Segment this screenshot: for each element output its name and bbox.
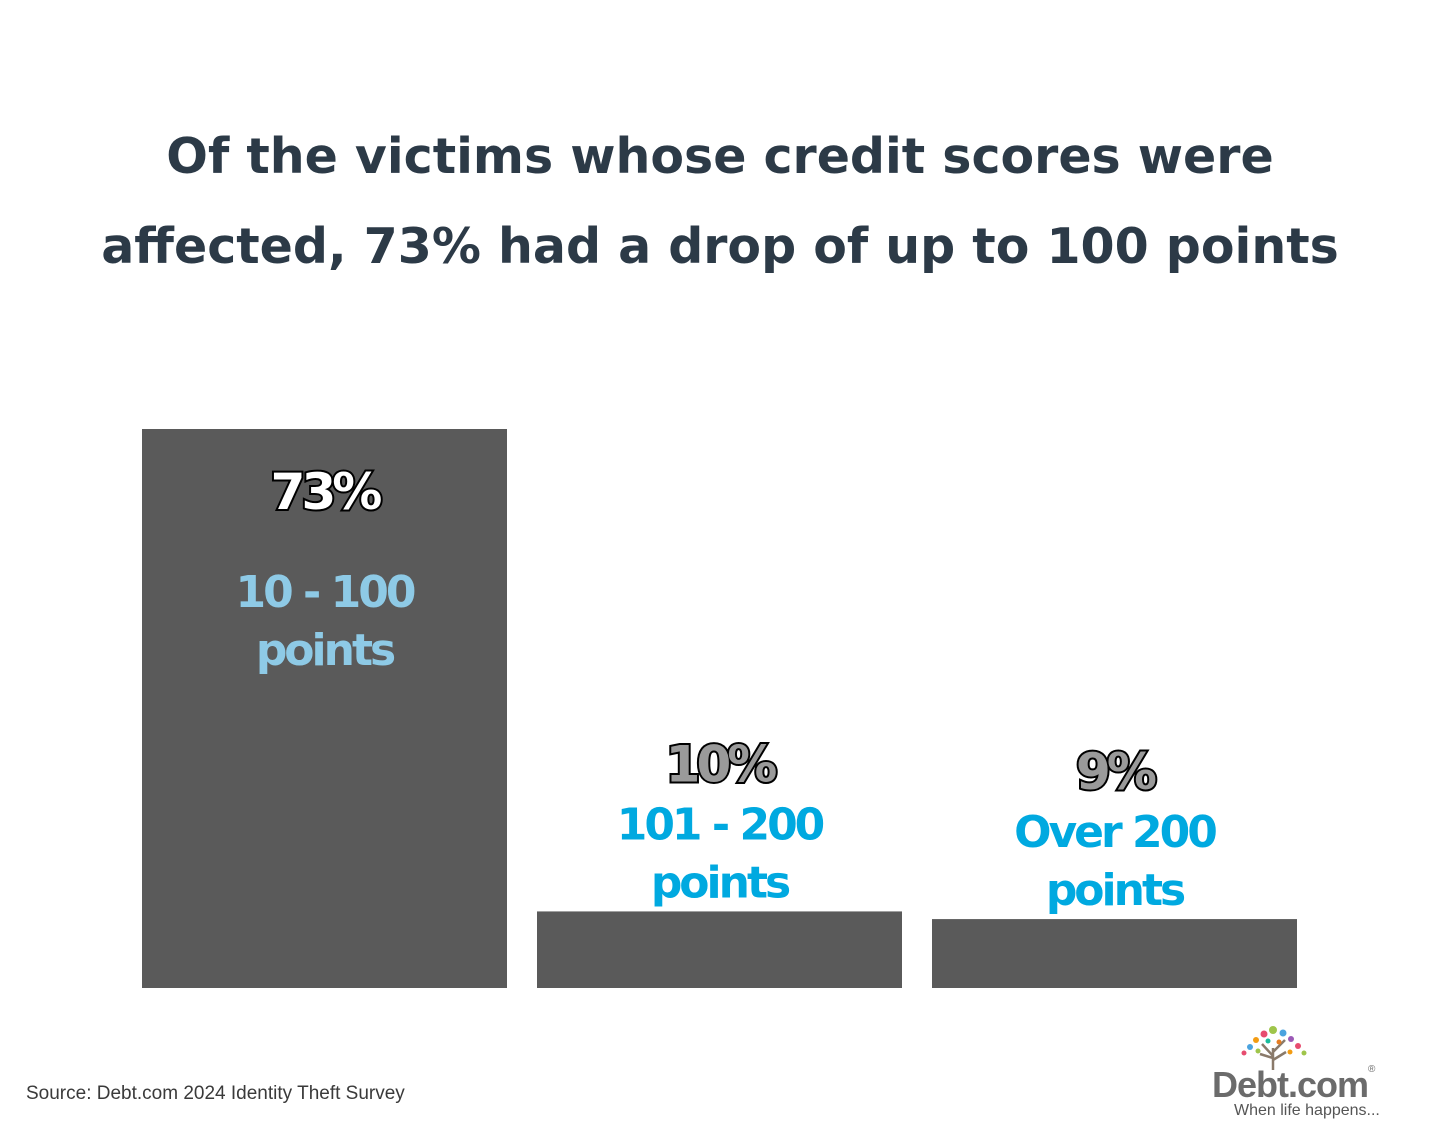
source-note: Source: Debt.com 2024 Identity Theft Sur… bbox=[26, 1083, 405, 1104]
tree-icon bbox=[1241, 1026, 1307, 1070]
bars-layer bbox=[142, 429, 1297, 988]
brand-tagline: When life happens... bbox=[1234, 1102, 1380, 1119]
labels-layer: 73% 10 - 100 points 10% 101 - 200 points 9% Ove… bbox=[236, 461, 1220, 916]
chart-title: Of the victims whose credit scores were … bbox=[101, 128, 1339, 275]
category-label-10-100-points-line-2: points bbox=[256, 625, 395, 676]
bar-101-200-points bbox=[537, 911, 902, 988]
bar-over-200-points bbox=[932, 919, 1297, 988]
brand-name-text: Debt.com bbox=[1212, 1064, 1369, 1105]
debt-com-logo[interactable]: Debt.com® When life happens... bbox=[1208, 1022, 1418, 1122]
bar-10-100-points bbox=[142, 429, 507, 988]
category-label-10-100-points-line-1: 10 - 100 bbox=[236, 567, 415, 618]
category-label-101-200-points-line-1: 101 - 200 bbox=[617, 799, 824, 850]
brand-name: Debt.com® bbox=[1212, 1064, 1375, 1106]
category-label-101-200-points-line-2: points bbox=[651, 857, 790, 908]
value-label-101-200-points: 10% bbox=[666, 735, 777, 793]
value-label-over-200-points: 9% bbox=[1076, 743, 1156, 801]
category-label-over-200-points-line-1: Over 200 bbox=[1014, 807, 1216, 858]
registered-mark: ® bbox=[1368, 1064, 1375, 1075]
category-label-over-200-points-line-2: points bbox=[1046, 865, 1185, 916]
value-label-10-100-points: 73% bbox=[271, 463, 382, 521]
